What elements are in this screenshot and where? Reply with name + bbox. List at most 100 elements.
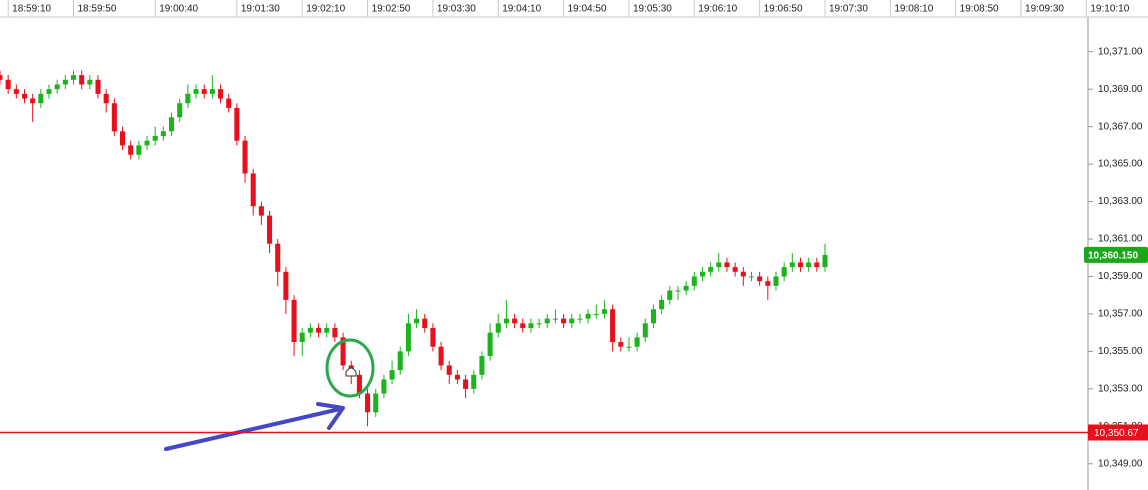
candle-body — [95, 79, 101, 94]
x-tick-label: 19:04:50 — [568, 4, 607, 15]
x-tick-label: 19:10:10 — [1090, 4, 1129, 15]
candle-body — [814, 262, 820, 268]
y-tick-label: 10,361.00 — [1098, 234, 1143, 245]
candle-body — [291, 299, 297, 343]
candle-body — [38, 93, 44, 104]
candle-body — [454, 374, 460, 380]
candle-body — [128, 145, 134, 155]
candle-body — [324, 327, 330, 333]
candle-body — [765, 281, 771, 286]
candle-body — [218, 89, 224, 99]
candle-body — [626, 346, 632, 348]
candle-body — [757, 276, 763, 282]
candle-body — [642, 323, 648, 338]
x-tick-label: 19:03:30 — [437, 4, 476, 15]
candle-body — [520, 323, 526, 328]
candle-body — [806, 262, 812, 268]
candle-body — [0, 75, 3, 80]
candle-body — [503, 318, 509, 324]
x-tick-label: 19:09:30 — [1025, 4, 1064, 15]
candle-body — [699, 271, 705, 277]
cursor-icon — [345, 367, 357, 377]
x-tick-label: 18:59:10 — [12, 4, 51, 15]
candle-body — [683, 285, 689, 291]
candle-body — [610, 309, 616, 343]
candle-body — [209, 89, 215, 94]
y-tick-label: 10,371.00 — [1098, 46, 1143, 57]
candle-body — [414, 318, 420, 324]
y-tick-label: 10,353.00 — [1098, 383, 1143, 394]
candle-body — [585, 313, 591, 319]
candle-body — [340, 337, 346, 366]
x-tick-label: 18:59:50 — [78, 4, 117, 15]
candle-body — [438, 346, 444, 366]
candle-body — [70, 75, 77, 80]
candle-body — [716, 262, 722, 268]
candle-body — [258, 206, 264, 216]
highlight-circle — [325, 338, 375, 398]
arrow-shaft — [164, 407, 342, 451]
y-tick-label: 10,359.00 — [1098, 271, 1143, 282]
candle-body — [168, 117, 175, 132]
candle-body — [242, 140, 248, 174]
candle-body — [422, 318, 428, 328]
candle-body — [577, 318, 583, 320]
candle-body — [160, 131, 166, 136]
candle-body — [307, 327, 313, 333]
candle-body — [536, 323, 542, 325]
candle-body — [381, 379, 387, 394]
x-tick-label: 19:08:10 — [894, 4, 933, 15]
candle-body — [389, 370, 395, 380]
x-tick-label: 19:07:30 — [829, 4, 868, 15]
y-tick-label: 10,369.00 — [1098, 84, 1143, 95]
candle-body — [601, 309, 607, 314]
x-tick-label: 19:04:10 — [502, 4, 541, 15]
candle-body — [479, 356, 485, 375]
candle-body — [495, 323, 501, 333]
candle-body — [87, 79, 93, 85]
candle-body — [226, 98, 232, 108]
candle-body — [708, 267, 714, 272]
candle-body — [144, 140, 150, 146]
candle-body — [659, 299, 665, 310]
candle-body — [487, 332, 493, 357]
x-tick-label: 19:06:50 — [764, 4, 803, 15]
candle-body — [373, 393, 379, 413]
candle-body — [667, 290, 673, 300]
y-tick-label: 10,367.00 — [1098, 121, 1143, 132]
candle-body — [21, 93, 28, 99]
candle-body — [740, 271, 746, 277]
x-tick-label: 19:02:50 — [372, 4, 411, 15]
candle-body — [724, 262, 730, 268]
candle-body — [512, 318, 518, 324]
x-tick-label: 19:05:30 — [633, 4, 672, 15]
candle-body — [332, 327, 338, 338]
candle-body — [748, 276, 755, 278]
candle-body — [797, 262, 804, 268]
candle-body — [691, 276, 697, 286]
candle-body — [397, 351, 403, 371]
candle-body — [201, 89, 207, 94]
candle-body — [62, 79, 68, 85]
candle-body — [552, 318, 558, 320]
candle-body — [732, 267, 738, 272]
candle-body — [275, 243, 281, 272]
candle-body — [185, 93, 191, 104]
candle-body — [634, 337, 640, 347]
candle-body — [299, 332, 305, 343]
candle-body — [267, 215, 273, 244]
candle-body — [46, 89, 52, 94]
candle-body — [5, 79, 11, 90]
candle-body — [193, 89, 199, 94]
candle-body — [569, 318, 575, 324]
candle-body — [618, 342, 624, 347]
candle-body — [822, 254, 828, 268]
candle-body — [103, 93, 109, 104]
candle-body — [773, 276, 779, 286]
x-tick-label: 19:01:30 — [241, 4, 280, 15]
candle-body — [544, 318, 550, 324]
candle-body — [234, 107, 240, 141]
x-tick-label: 19:06:10 — [698, 4, 737, 15]
x-tick-label: 19:02:10 — [306, 4, 345, 15]
